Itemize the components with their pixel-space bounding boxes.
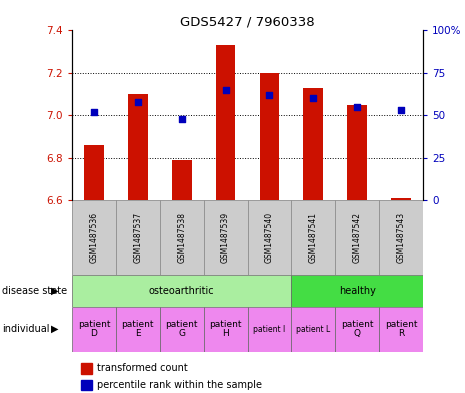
Bar: [259, 73, 279, 200]
Point: [222, 86, 229, 93]
Text: GSM1487536: GSM1487536: [89, 212, 99, 263]
Text: patient
H: patient H: [209, 320, 242, 338]
Text: GSM1487540: GSM1487540: [265, 212, 274, 263]
Point: [90, 108, 98, 115]
Text: osteoarthritic: osteoarthritic: [149, 286, 214, 296]
Bar: [292, 307, 335, 352]
Bar: [172, 160, 192, 200]
Bar: [335, 307, 379, 352]
Bar: [72, 200, 116, 275]
Point: [397, 107, 405, 113]
Bar: [247, 307, 292, 352]
Bar: [116, 200, 160, 275]
Bar: [292, 200, 335, 275]
Text: GSM1487539: GSM1487539: [221, 212, 230, 263]
Text: patient L: patient L: [296, 325, 331, 334]
Bar: [216, 45, 235, 200]
Text: patient
E: patient E: [121, 320, 154, 338]
Bar: [72, 307, 116, 352]
Text: transformed count: transformed count: [97, 363, 187, 373]
Text: individual: individual: [2, 324, 50, 334]
Bar: [80, 380, 92, 390]
Bar: [160, 307, 204, 352]
Bar: [204, 200, 247, 275]
Text: patient I: patient I: [253, 325, 286, 334]
Text: GSM1487541: GSM1487541: [309, 212, 318, 263]
Bar: [84, 145, 104, 200]
Bar: [391, 198, 411, 200]
Title: GDS5427 / 7960338: GDS5427 / 7960338: [180, 16, 315, 29]
Text: patient
G: patient G: [166, 320, 198, 338]
Point: [134, 98, 141, 105]
Point: [310, 95, 317, 101]
Bar: [128, 94, 148, 200]
Bar: [204, 307, 247, 352]
Bar: [304, 88, 323, 200]
Text: disease state: disease state: [2, 286, 67, 296]
Bar: [80, 363, 92, 374]
Text: healthy: healthy: [339, 286, 376, 296]
Bar: [347, 105, 367, 200]
Bar: [116, 307, 160, 352]
Bar: [72, 275, 292, 307]
Text: patient
Q: patient Q: [341, 320, 373, 338]
Bar: [247, 200, 292, 275]
Point: [266, 92, 273, 98]
Text: GSM1487542: GSM1487542: [352, 212, 362, 263]
Bar: [160, 200, 204, 275]
Text: percentile rank within the sample: percentile rank within the sample: [97, 380, 262, 390]
Point: [353, 103, 361, 110]
Text: GSM1487537: GSM1487537: [133, 212, 142, 263]
Bar: [379, 200, 423, 275]
Point: [178, 116, 186, 122]
Bar: [379, 307, 423, 352]
Text: GSM1487538: GSM1487538: [177, 212, 186, 263]
Text: patient
D: patient D: [78, 320, 110, 338]
Bar: [335, 200, 379, 275]
Text: GSM1487543: GSM1487543: [397, 212, 405, 263]
Text: ▶: ▶: [51, 324, 58, 334]
Bar: [292, 275, 423, 307]
Text: patient
R: patient R: [385, 320, 417, 338]
Text: ▶: ▶: [51, 286, 58, 296]
